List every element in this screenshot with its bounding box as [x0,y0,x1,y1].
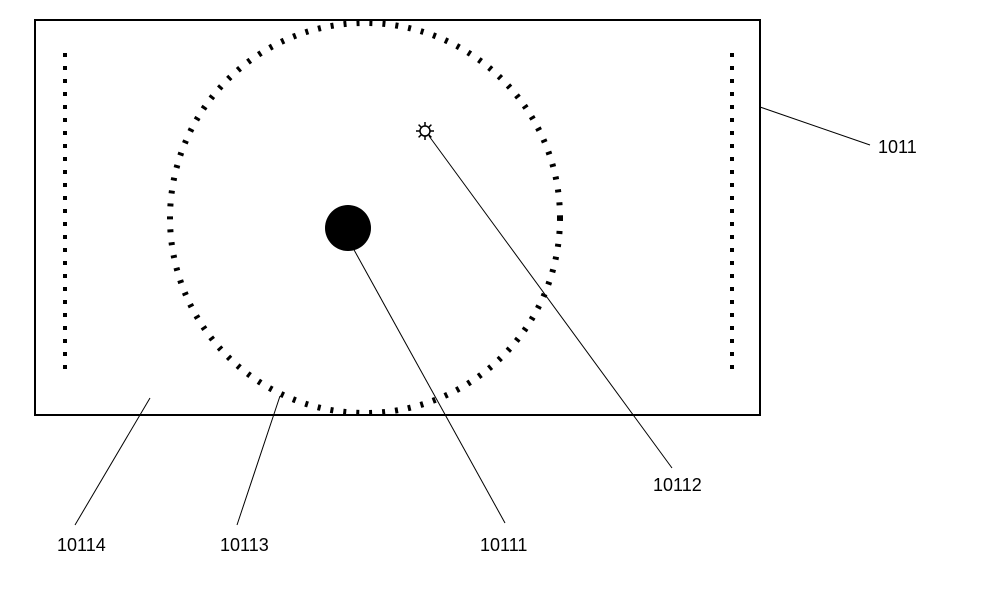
label-10113: 10113 [220,535,269,556]
star-marker-icon [416,122,434,140]
outer-rect [35,20,760,415]
leader-10114 [75,398,150,525]
label-10114: 10114 [57,535,106,556]
label-10111: 10111 [480,535,527,556]
filled-circle [325,205,371,251]
leader-1011 [760,107,870,145]
diagram-canvas [0,0,1000,599]
label-10112: 10112 [653,475,702,496]
label-1011: 1011 [878,137,917,158]
